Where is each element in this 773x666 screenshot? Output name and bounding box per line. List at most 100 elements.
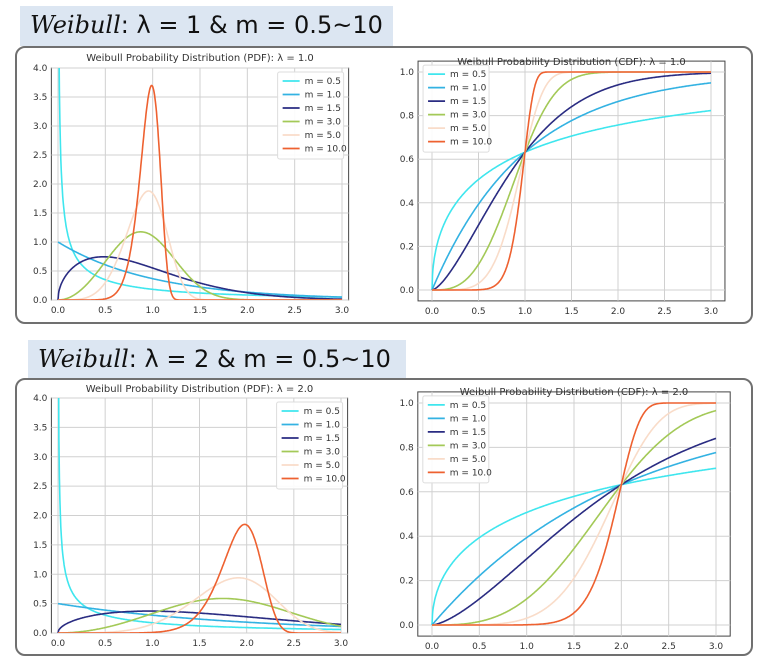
y-tick-label: 0.0 — [400, 286, 415, 296]
legend-label: m = 1.0 — [305, 91, 342, 101]
x-tick-label: 0.0 — [425, 642, 440, 652]
legend-label: m = 0.5 — [450, 401, 486, 411]
x-tick-label: 1.5 — [567, 642, 581, 652]
y-tick-label: 0.0 — [33, 629, 48, 639]
legend-label: m = 3.0 — [450, 111, 487, 121]
x-tick-label: 1.5 — [193, 306, 207, 316]
legend-label: m = 1.0 — [450, 414, 487, 424]
y-tick-label: 2.0 — [33, 180, 48, 190]
legend-label: m = 0.5 — [450, 70, 486, 80]
series-line-m-1 — [431, 451, 717, 626]
chart-3: 0.0 0.5 1.0 1.5 2.0 2.5 3.0 0.0 0.5 1.0 1.5 2.0 2.5 3… — [33, 384, 348, 649]
legend-label: m = 5.0 — [450, 455, 487, 465]
y-tick-label: 3.0 — [33, 453, 48, 463]
y-tick-label: 1.0 — [33, 238, 48, 248]
y-tick-label: 0.5 — [33, 600, 47, 610]
series-line-m-10 — [432, 402, 716, 626]
legend-label: m = 1.0 — [304, 421, 341, 431]
legend-label: m = 1.5 — [450, 428, 486, 438]
chart-title: Weibull Probability Distribution (PDF): … — [86, 384, 314, 395]
panel-lambda-1 — [15, 46, 753, 324]
legend-label: m = 10.0 — [450, 138, 492, 148]
y-tick-label: 3.5 — [33, 423, 47, 433]
series-line-m-10 — [58, 523, 341, 633]
x-tick-label: 0.5 — [471, 307, 485, 317]
y-tick-label: 0.6 — [399, 488, 414, 498]
y-tick-label: 2.5 — [33, 482, 47, 492]
y-tick-label: 1.0 — [33, 570, 48, 580]
x-tick-label: 1.5 — [564, 307, 578, 317]
chart-4: 0.0 0.5 1.0 1.5 2.0 2.5 3.0 0.0 0.2 0.4 0.6 0.8 1.0 W… — [399, 387, 731, 652]
y-tick-label: 1.5 — [33, 541, 47, 551]
legend-label: m = 3.0 — [304, 448, 341, 458]
chart-title: Weibull Probability Distribution (PDF): … — [86, 53, 314, 64]
y-tick-label: 2.5 — [33, 151, 47, 161]
y-tick-label: 4.0 — [33, 394, 48, 404]
chart-2: 0.0 0.5 1.0 1.5 2.0 2.5 3.0 0.0 0.2 0.4 0.6 0.8 1.0 W… — [400, 57, 726, 317]
x-tick-label: 3.0 — [704, 307, 719, 317]
series-line-m-3 — [58, 597, 342, 633]
legend: m = 0.5 m = 1.0 m = 1.5 m = 3.0 m = 5.0 m = 1… — [422, 64, 492, 153]
y-tick-label: 1.0 — [399, 399, 414, 409]
section-heading-lambda-2: Weibull: λ = 2 & m = 0.5~10 — [28, 340, 406, 378]
heading-italic: Weibull — [38, 345, 129, 373]
x-tick-label: 0.0 — [51, 306, 66, 316]
series-line-m-1.5 — [57, 256, 342, 300]
series-line-m-0.5 — [58, 68, 342, 298]
legend-label: m = 1.5 — [450, 97, 486, 107]
series-line-m-3 — [432, 409, 717, 626]
series-line-m-10 — [58, 84, 342, 300]
legend-label: m = 0.5 — [305, 77, 341, 87]
series-line-m-0.5 — [431, 467, 717, 626]
y-tick-label: 0.0 — [399, 621, 414, 631]
y-tick-label: 2.0 — [33, 512, 48, 522]
y-tick-label: 0.5 — [33, 267, 47, 277]
legend-label: m = 3.0 — [450, 441, 487, 451]
x-tick-label: 2.5 — [287, 639, 301, 649]
x-tick-label: 1.0 — [146, 306, 161, 316]
legend-label: m = 1.5 — [305, 104, 341, 114]
heading-text: : λ = 2 & m = 0.5~10 — [128, 345, 391, 373]
y-tick-label: 4.0 — [33, 64, 48, 74]
chart-1: 0.0 0.5 1.0 1.5 2.0 2.5 3.0 0.0 0.5 1.0 1.5 2.0 2.5 3… — [33, 53, 350, 316]
panel-lambda-2 — [15, 378, 753, 656]
x-tick-label: 3.0 — [709, 642, 724, 652]
x-tick-label: 1.5 — [192, 639, 206, 649]
x-tick-label: 1.0 — [145, 639, 160, 649]
x-tick-label: 2.0 — [614, 642, 629, 652]
x-tick-label: 2.0 — [240, 639, 255, 649]
y-tick-label: 3.0 — [33, 122, 48, 132]
y-tick-label: 0.2 — [399, 577, 413, 587]
legend: m = 0.5 m = 1.0 m = 1.5 m = 3.0 m = 5.0 m = 1… — [422, 395, 492, 484]
legend-label: m = 1.0 — [450, 84, 487, 94]
x-tick-label: 2.5 — [288, 306, 302, 316]
series-line-m-3 — [58, 231, 342, 300]
series-line-m-1.5 — [432, 437, 717, 626]
series-line-m-10 — [432, 71, 711, 291]
legend-label: m = 5.0 — [305, 131, 342, 141]
x-tick-label: 0.5 — [472, 642, 486, 652]
x-tick-label: 2.0 — [240, 306, 255, 316]
y-tick-label: 0.0 — [33, 296, 48, 306]
x-tick-label: 3.0 — [335, 306, 350, 316]
legend: m = 0.5 m = 1.0 m = 1.5 m = 3.0 m = 5.0 m = 1… — [277, 71, 347, 160]
y-tick-label: 0.8 — [399, 443, 414, 453]
x-tick-label: 2.5 — [657, 307, 671, 317]
chart-title: Weibull Probability Distribution (CDF): … — [460, 387, 689, 398]
legend: m = 0.5 m = 1.0 m = 1.5 m = 3.0 m = 5.0 m = 1… — [276, 401, 346, 490]
x-tick-label: 2.0 — [611, 307, 626, 317]
x-tick-label: 0.0 — [51, 639, 66, 649]
legend-label: m = 1.5 — [304, 434, 340, 444]
legend-label: m = 5.0 — [304, 461, 341, 471]
y-tick-label: 1.5 — [33, 209, 47, 219]
series-line-m-1.5 — [431, 72, 711, 291]
y-tick-label: 0.6 — [400, 155, 415, 165]
section-heading-lambda-1: Weibull: λ = 1 & m = 0.5~10 — [20, 6, 393, 46]
legend-label: m = 3.0 — [305, 118, 342, 128]
series-line-m-0.5 — [431, 109, 711, 291]
y-tick-label: 3.5 — [33, 93, 47, 103]
chart-title: Weibull Probability Distribution (CDF): … — [457, 57, 686, 68]
x-tick-label: 0.5 — [98, 639, 112, 649]
